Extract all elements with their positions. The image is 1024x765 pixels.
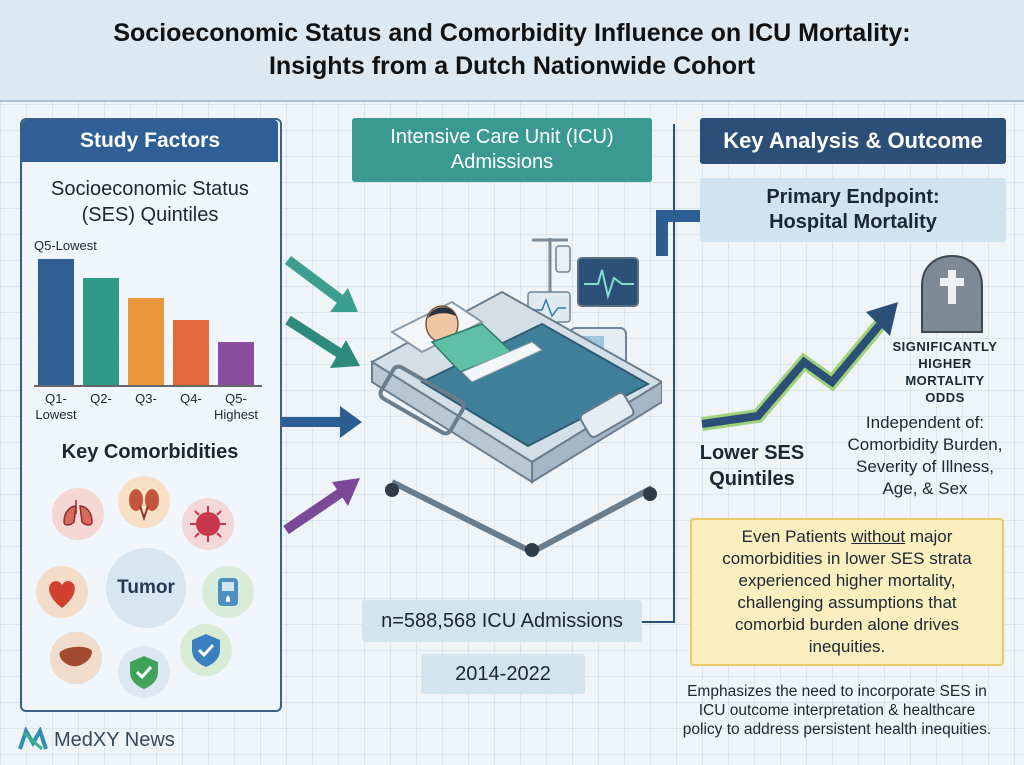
- ses-bar-label-4: Q4-: [180, 391, 202, 406]
- virus-icon: [182, 498, 234, 550]
- higher-line-4: ODDS: [925, 390, 965, 405]
- title-line-2: Insights from a Dutch Nationwide Cohort: [268, 52, 756, 80]
- title-line-1: Socioeconomic Status and Comorbidity Inf…: [113, 19, 911, 47]
- emph-line-2: ICU outcome interpretation & healthcare: [698, 702, 976, 719]
- heart-icon: [36, 566, 88, 618]
- chart-baseline: [34, 385, 262, 387]
- comorbidities-heading: Key Comorbidities: [61, 441, 239, 463]
- even-post: major: [905, 527, 953, 546]
- shield-check-icon: [118, 646, 170, 698]
- arrow-purple-icon: [283, 478, 360, 535]
- chart-top-label: Q5-Lowest: [34, 238, 97, 253]
- ses-bar-label-3: Q3-: [135, 391, 157, 406]
- emphasis-text: Emphasizes the need to incorporate SES i…: [654, 682, 1020, 739]
- ses-bar-3: [128, 298, 164, 385]
- shield-icon: [180, 624, 232, 676]
- arrow-teal-1-icon: [285, 256, 358, 312]
- even-line-6: inequities.: [808, 637, 886, 656]
- icu-admissions-heading: Intensive Care Unit (ICU) Admissions: [352, 118, 652, 182]
- icu-bed-illustration: [370, 238, 662, 557]
- arrow-blue-icon: [282, 406, 362, 438]
- kidneys-icon: [118, 476, 170, 528]
- ses-bar-label-2: Q2-: [90, 391, 112, 406]
- tumor-badge: Tumor: [106, 548, 186, 628]
- study-factors-heading: Study Factors: [22, 120, 278, 162]
- even-line-4: challenging assumptions that: [737, 593, 957, 612]
- ses-bar-2: [83, 278, 119, 385]
- even-line-1: Even Patients without major: [742, 526, 953, 548]
- lower-ses-label: Lower SES Quintiles: [690, 440, 814, 492]
- key-finding-callout: Even Patients without major comorbiditie…: [690, 518, 1004, 666]
- emph-line-3: policy to address persistent health ineq…: [682, 721, 992, 738]
- ses-bar-4: [173, 320, 209, 385]
- brand-name: MedXY News: [54, 728, 175, 751]
- endpoint-line-2: Hospital Mortality: [769, 211, 937, 233]
- brand-logo: MedXY News: [18, 727, 175, 753]
- admissions-count-box: n=588,568 ICU Admissions: [362, 600, 642, 642]
- higher-line-1: SIGNIFICANTLY: [892, 339, 998, 354]
- lower-line-2: Quintiles: [709, 468, 795, 490]
- endpoint-line-1: Primary Endpoint:: [766, 186, 940, 208]
- ses-bar-1: [38, 259, 74, 385]
- ses-quintiles-title: Socioeconomic Status (SES) Quintiles: [22, 176, 278, 228]
- ses-title-line-2: (SES) Quintiles: [81, 204, 219, 226]
- ses-bar-label-5: Q5- Highest: [213, 391, 259, 422]
- tombstone-icon: [921, 254, 983, 333]
- even-pre: Even Patients: [741, 527, 852, 546]
- indep-line-1: Independent of:: [865, 413, 985, 432]
- even-line-3: experienced higher mortality,: [738, 571, 956, 590]
- study-period-box: 2014-2022: [421, 654, 585, 694]
- liver-icon: [50, 632, 102, 684]
- icu-heading-line-1: Intensive Care Unit (ICU): [390, 126, 614, 148]
- title-banner: Socioeconomic Status and Comorbidity Inf…: [0, 0, 1024, 102]
- indep-line-3: Severity of Illness,: [856, 457, 994, 476]
- lungs-icon: [52, 488, 104, 540]
- rising-trend-arrow-icon: [701, 302, 898, 431]
- arrow-teal-2-icon: [285, 315, 360, 368]
- higher-line-3: MORTALITY: [905, 373, 985, 388]
- ses-bar-label-1: Q1- Lowest: [35, 391, 77, 422]
- even-line-5: comorbid burden alone drives: [735, 615, 959, 634]
- ses-title-line-1: Socioeconomic Status: [51, 178, 249, 200]
- connector-line: [642, 124, 675, 623]
- icu-heading-line-2: Admissions: [450, 151, 554, 173]
- even-underlined: without: [851, 527, 906, 546]
- glucose-meter-icon: [202, 566, 254, 618]
- indep-line-2: Comorbidity Burden,: [847, 435, 1003, 454]
- independent-of-text: Independent of: Comorbidity Burden, Seve…: [826, 412, 1024, 500]
- even-line-2: comorbidities in lower SES strata: [722, 549, 972, 568]
- lower-line-1: Lower SES: [699, 442, 805, 464]
- input-arrows: [282, 256, 362, 535]
- medxy-logo-icon: [18, 727, 48, 751]
- higher-line-2: HIGHER: [918, 356, 972, 371]
- emph-line-1: Emphasizes the need to incorporate SES i…: [687, 683, 987, 700]
- indep-line-4: Age, & Sex: [882, 479, 968, 498]
- ses-bar-5: [218, 342, 254, 385]
- key-analysis-heading: Key Analysis & Outcome: [700, 118, 1006, 164]
- higher-mortality-odds-label: SIGNIFICANTLY HIGHER MORTALITY ODDS: [870, 338, 1020, 406]
- primary-endpoint-box: Primary Endpoint: Hospital Mortality: [700, 178, 1006, 242]
